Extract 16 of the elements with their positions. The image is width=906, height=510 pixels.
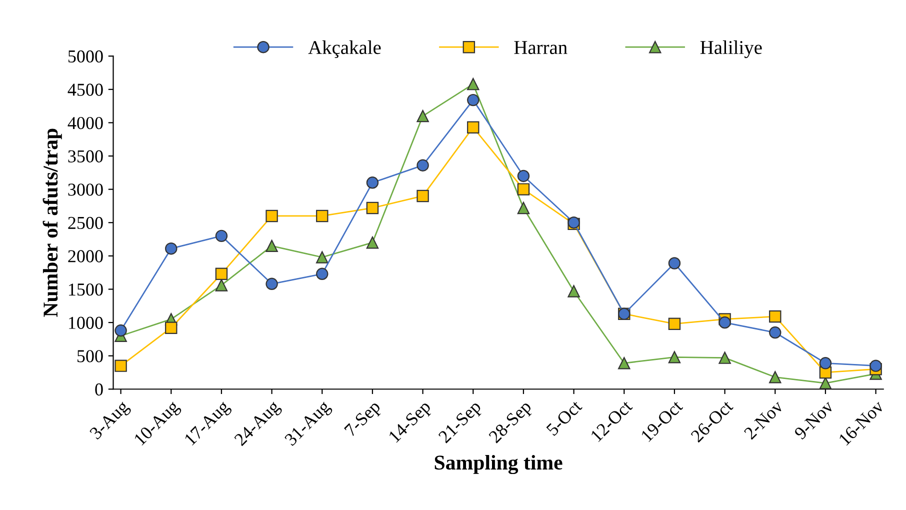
y-tick-label: 1000 (69, 316, 103, 329)
y-tick-label: 500 (77, 350, 103, 362)
y-tick-label: 4000 (68, 116, 103, 130)
legend-label: Haliliye (700, 40, 762, 58)
y-tick-label: 1500 (69, 283, 103, 296)
y-tick-label: 0 (95, 383, 103, 396)
x-axis-title: Sampling time (434, 454, 562, 474)
y-tick-label: 2000 (68, 250, 103, 262)
y-axis-title: Number of afuts/trap (42, 128, 62, 317)
y-tick-label: 3000 (68, 184, 103, 196)
legend-label: Harran (514, 41, 568, 54)
y-tick-label: 3500 (68, 150, 103, 162)
legend-label: Akçakale (308, 40, 381, 58)
y-tick-label: 5000 (68, 50, 103, 63)
y-tick-label: 4500 (68, 84, 103, 96)
y-tick-label: 2500 (68, 216, 103, 230)
